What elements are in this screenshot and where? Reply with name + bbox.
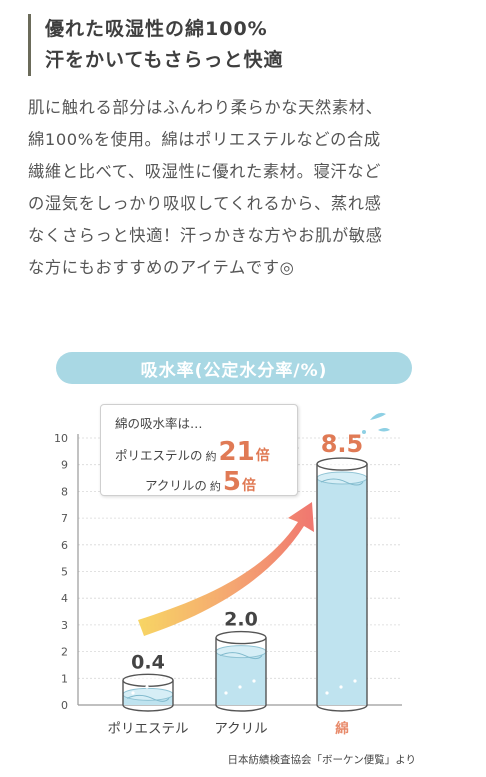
bar-water: [216, 651, 266, 705]
description-paragraph: 肌に触れる部分はふんわり柔らかな天然素材、 綿100%を使用。綿はポリエステルな…: [28, 92, 468, 284]
bar-water-surface: [316, 471, 368, 485]
y-tick-label: 6: [61, 539, 68, 552]
splash-dot-icon: [362, 430, 366, 434]
heading-line-2: 汗をかいてもさらっと快適: [45, 49, 284, 71]
y-tick-label: 10: [54, 432, 68, 445]
callout-row-acrylic: アクリルの 約5倍: [145, 467, 256, 497]
bar-glass: [316, 464, 368, 712]
bubble-icon: [339, 685, 343, 689]
body-line: 綿100%を使用。綿はポリエステルなどの合成: [28, 130, 381, 149]
bar-rim: [215, 630, 267, 645]
data-label: 2.0: [224, 609, 258, 631]
y-tick-label: 8: [61, 485, 68, 498]
callout-approx: 約: [205, 450, 217, 463]
callout-unit: 倍: [241, 478, 256, 494]
y-tick-label: 3: [61, 619, 68, 632]
callout-approx: 約: [209, 480, 221, 493]
bubble-icon: [252, 679, 256, 683]
y-tick-label: 0: [61, 699, 68, 712]
callout-label: アクリルの: [145, 478, 207, 493]
bubble-icon: [224, 691, 228, 695]
comparison-callout: 綿の吸水率は… ポリエステルの 約21倍 アクリルの 約5倍: [100, 404, 298, 497]
bar-water-surface: [122, 687, 174, 701]
growth-arrow-icon: [138, 502, 314, 636]
bar-wave: [320, 478, 364, 486]
bar-water-surface: [215, 645, 267, 659]
callout-row-polyester: ポリエステルの 約21倍: [115, 437, 270, 467]
x-tick-label: 綿: [335, 720, 349, 737]
callout-title: 綿の吸水率は…: [115, 416, 203, 431]
data-label: 0.4: [131, 651, 165, 673]
y-tick-label: 7: [61, 512, 68, 525]
section-heading: 優れた吸湿性の綿100% 汗をかいてもさらっと快適: [28, 14, 465, 76]
y-tick-label: 1: [61, 672, 68, 685]
body-line: の湿気をしっかり吸収してくれるから、蒸れ感: [28, 194, 382, 213]
callout-label: ポリエステルの: [115, 448, 203, 463]
bubble-icon: [353, 679, 357, 683]
bar-rim: [316, 457, 368, 471]
bubble-icon: [238, 685, 242, 689]
y-tick-label: 2: [61, 646, 68, 659]
bar-glass: [215, 637, 267, 712]
callout-multiplier: 21: [218, 437, 255, 467]
callout-multiplier: 5: [222, 467, 241, 497]
data-source: 日本紡績検査協会「ボーケン便覧」より: [227, 754, 416, 766]
body-line: なくさらっと快適！汗っかきな方やお肌が敏感: [28, 226, 383, 245]
bar-water: [317, 478, 367, 705]
callout-unit: 倍: [255, 448, 270, 464]
x-tick-label: アクリル: [214, 721, 267, 737]
y-tick-label: 9: [61, 459, 68, 472]
bar-wave: [126, 694, 170, 702]
bubble-icon: [131, 691, 135, 695]
bubble-icon: [145, 685, 149, 689]
splash-drop-icon: [370, 412, 386, 420]
absorption-chart: 0 1 2 3 4 5 6 7 8 9 10 0.4 ポリエステル 2.0 アクリル 8.5 綿: [54, 412, 402, 737]
bubble-icon: [325, 691, 329, 695]
body-line: な方にもおすすめのアイテムです◎: [28, 258, 295, 277]
chart-title: 吸水率(公定水分率/%): [56, 352, 412, 384]
y-tick-label: 4: [61, 592, 68, 605]
x-tick-label: ポリエステル: [108, 721, 189, 737]
body-line: 繊維と比べて、吸湿性に優れた素材。寝汗など: [28, 162, 382, 181]
heading-line-1: 優れた吸湿性の綿100%: [45, 18, 268, 40]
body-line: 肌に触れる部分はふんわり柔らかな天然素材、: [28, 98, 383, 117]
splash-drop-icon: [378, 428, 390, 432]
bar-wave: [219, 652, 263, 660]
y-tick-label: 5: [61, 566, 68, 579]
bar-rim: [122, 673, 174, 688]
data-label: 8.5: [321, 430, 364, 458]
bar-glass: [122, 680, 174, 712]
bubble-icon: [159, 679, 163, 683]
